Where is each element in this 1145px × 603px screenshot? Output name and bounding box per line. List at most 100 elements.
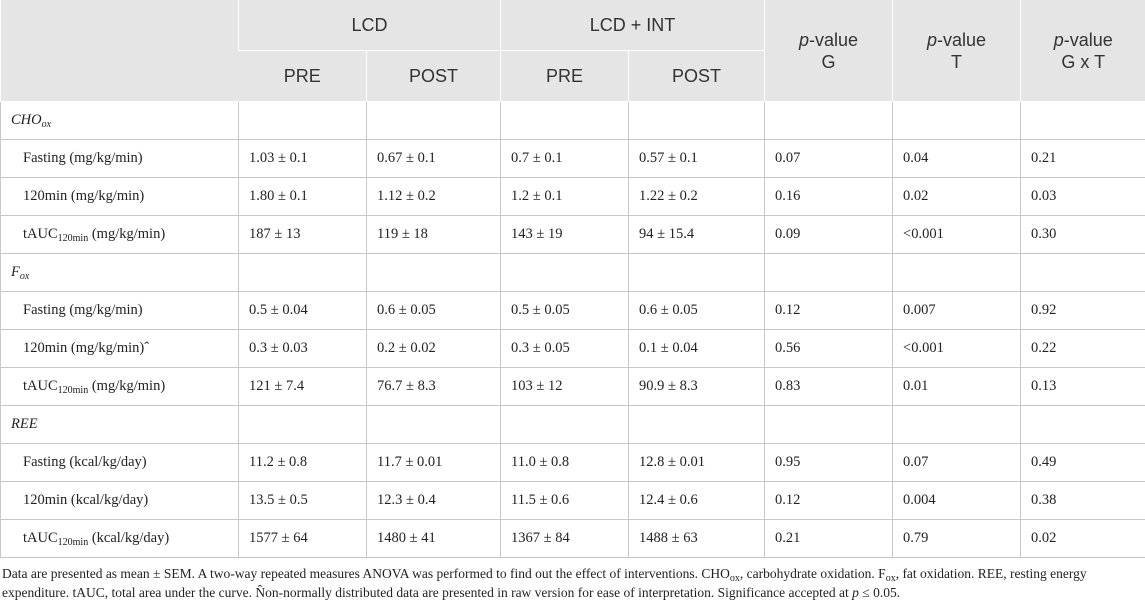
- empty-cell: [628, 101, 766, 140]
- section-label: Fox: [0, 253, 239, 292]
- header-group-lcd-int: LCD + INT: [500, 0, 765, 51]
- empty-cell: [1020, 253, 1145, 292]
- table-row: Fasting (mg/kg/min) 1.03 ± 0.1 0.67 ± 0.1 0…: [0, 139, 1145, 178]
- empty-cell: [892, 405, 1022, 444]
- empty-cell: [500, 101, 630, 140]
- header-pvalue-t: p-value T: [892, 0, 1021, 102]
- empty-cell: [365, 253, 502, 292]
- pvalue-cell: 0.30: [1020, 215, 1145, 254]
- table-row: tAUC120min (mg/kg/min) 121 ± 7.4 76.7 ± 8.…: [0, 367, 1145, 406]
- row-label: 120min (mg/kg/min)ˆ: [0, 329, 239, 368]
- value-cell: 94 ± 15.4: [628, 215, 766, 254]
- pvalue-cell: 0.49: [1020, 443, 1145, 482]
- table-row: 120min (mg/kg/min) 1.80 ± 0.1 1.12 ± 0.2 1.…: [0, 177, 1145, 216]
- section-label: REE: [0, 405, 239, 444]
- value-cell: 1.22 ± 0.2: [628, 177, 766, 216]
- pvalue-cell: 0.09: [764, 215, 894, 254]
- pvalue-cell: 0.07: [764, 139, 894, 178]
- pvalue-cell: 0.21: [764, 519, 894, 558]
- pvalue-cell: 0.56: [764, 329, 894, 368]
- row-label: 120min (mg/kg/min): [0, 177, 239, 216]
- row-label: 120min (kcal/kg/day): [0, 481, 239, 520]
- empty-cell: [764, 101, 894, 140]
- value-cell: 12.4 ± 0.6: [628, 481, 766, 520]
- empty-cell: [764, 405, 894, 444]
- header-lcd-post: POST: [365, 50, 501, 102]
- pvalue-cell: <0.001: [892, 329, 1022, 368]
- section-row: REE: [0, 405, 1145, 444]
- pvalue-cell: 0.22: [1020, 329, 1145, 368]
- pvalue-cell: 0.12: [764, 481, 894, 520]
- pvalue-cell: 0.38: [1020, 481, 1145, 520]
- row-label: tAUC120min (mg/kg/min): [0, 215, 239, 254]
- empty-cell: [892, 253, 1022, 292]
- table-body: CHOox Fasting (mg/kg/min) 1.03 ± 0.1 0.67 ±…: [0, 101, 1145, 558]
- pvalue-cell: 0.79: [892, 519, 1022, 558]
- table-row: 120min (kcal/kg/day) 13.5 ± 0.5 12.3 ± 0.4…: [0, 481, 1145, 520]
- pvalue-cell: 0.12: [764, 291, 894, 330]
- empty-cell: [365, 405, 502, 444]
- value-cell: 13.5 ± 0.5: [238, 481, 367, 520]
- pvalue-cell: 0.02: [1020, 519, 1145, 558]
- value-cell: 1.12 ± 0.2: [365, 177, 502, 216]
- pvalue-cell: 0.007: [892, 291, 1022, 330]
- empty-cell: [365, 101, 502, 140]
- value-cell: 1488 ± 63: [628, 519, 766, 558]
- row-label: Fasting (mg/kg/min): [0, 139, 239, 178]
- value-cell: 90.9 ± 8.3: [628, 367, 766, 406]
- value-cell: 76.7 ± 8.3: [365, 367, 502, 406]
- value-cell: 11.5 ± 0.6: [500, 481, 630, 520]
- value-cell: 0.5 ± 0.04: [238, 291, 367, 330]
- value-cell: 1.80 ± 0.1: [238, 177, 367, 216]
- value-cell: 121 ± 7.4: [238, 367, 367, 406]
- value-cell: 0.2 ± 0.02: [365, 329, 502, 368]
- pvalue-cell: 0.13: [1020, 367, 1145, 406]
- pvalue-cell: 0.92: [1020, 291, 1145, 330]
- data-table: LCD LCD + INT p-value G p-value T p-value G…: [0, 0, 1145, 558]
- section-label: CHOox: [0, 101, 239, 140]
- value-cell: 143 ± 19: [500, 215, 630, 254]
- empty-cell: [892, 101, 1022, 140]
- value-cell: 0.3 ± 0.05: [500, 329, 630, 368]
- row-label: Fasting (kcal/kg/day): [0, 443, 239, 482]
- table-row: 120min (mg/kg/min)ˆ 0.3 ± 0.03 0.2 ± 0.02 0…: [0, 329, 1145, 368]
- pvalue-cell: 0.02: [892, 177, 1022, 216]
- value-cell: 0.6 ± 0.05: [628, 291, 766, 330]
- section-row: CHOox: [0, 101, 1145, 140]
- pvalue-cell: 0.95: [764, 443, 894, 482]
- pvalue-cell: <0.001: [892, 215, 1022, 254]
- pvalue-cell: 0.07: [892, 443, 1022, 482]
- header-group-lcd: LCD: [237, 0, 501, 51]
- row-label: tAUC120min (mg/kg/min): [0, 367, 239, 406]
- value-cell: 11.0 ± 0.8: [500, 443, 630, 482]
- empty-cell: [238, 253, 367, 292]
- value-cell: 12.8 ± 0.01: [628, 443, 766, 482]
- value-cell: 0.5 ± 0.05: [500, 291, 630, 330]
- value-cell: 0.7 ± 0.1: [500, 139, 630, 178]
- value-cell: 103 ± 12: [500, 367, 630, 406]
- value-cell: 0.57 ± 0.1: [628, 139, 766, 178]
- value-cell: 1.2 ± 0.1: [500, 177, 630, 216]
- pvalue-cell: 0.01: [892, 367, 1022, 406]
- value-cell: 1367 ± 84: [500, 519, 630, 558]
- value-cell: 0.67 ± 0.1: [365, 139, 502, 178]
- value-cell: 1480 ± 41: [365, 519, 502, 558]
- row-label: Fasting (mg/kg/min): [0, 291, 239, 330]
- empty-cell: [628, 253, 766, 292]
- section-row: Fox: [0, 253, 1145, 292]
- header-blank-cell: [0, 0, 239, 102]
- value-cell: 11.7 ± 0.01: [365, 443, 502, 482]
- pvalue-cell: 0.16: [764, 177, 894, 216]
- table-row: tAUC120min (mg/kg/min) 187 ± 13 119 ± 18 14…: [0, 215, 1145, 254]
- value-cell: 1577 ± 64: [238, 519, 367, 558]
- pvalue-cell: 0.03: [1020, 177, 1145, 216]
- row-label: tAUC120min (kcal/kg/day): [0, 519, 239, 558]
- empty-cell: [238, 405, 367, 444]
- value-cell: 12.3 ± 0.4: [365, 481, 502, 520]
- empty-cell: [500, 405, 630, 444]
- empty-cell: [1020, 405, 1145, 444]
- header-pvalue-gxt: p-value G x T: [1020, 0, 1145, 102]
- header-pvalue-g: p-value G: [764, 0, 893, 102]
- value-cell: 0.6 ± 0.05: [365, 291, 502, 330]
- value-cell: 1.03 ± 0.1: [238, 139, 367, 178]
